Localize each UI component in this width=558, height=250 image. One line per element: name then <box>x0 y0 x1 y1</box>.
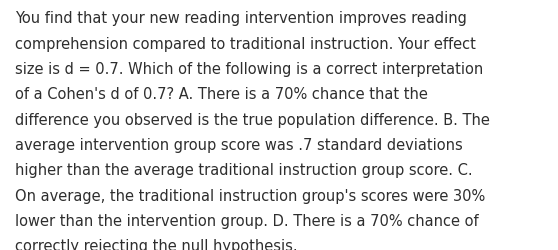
Text: size is d = 0.7. Which of the following is a correct interpretation: size is d = 0.7. Which of the following … <box>15 62 483 77</box>
Text: lower than the intervention group. D. There is a 70% chance of: lower than the intervention group. D. Th… <box>15 213 479 228</box>
Text: difference you observed is the true population difference. B. The: difference you observed is the true popu… <box>15 112 490 127</box>
Text: of a Cohen's d of 0.7? A. There is a 70% chance that the: of a Cohen's d of 0.7? A. There is a 70%… <box>15 87 428 102</box>
Text: correctly rejecting the null hypothesis.: correctly rejecting the null hypothesis. <box>15 238 297 250</box>
Text: On average, the traditional instruction group's scores were 30%: On average, the traditional instruction … <box>15 188 485 203</box>
Text: You find that your new reading intervention improves reading: You find that your new reading intervent… <box>15 11 467 26</box>
Text: average intervention group score was .7 standard deviations: average intervention group score was .7 … <box>15 138 463 152</box>
Text: higher than the average traditional instruction group score. C.: higher than the average traditional inst… <box>15 163 473 178</box>
Text: comprehension compared to traditional instruction. Your effect: comprehension compared to traditional in… <box>15 36 476 52</box>
